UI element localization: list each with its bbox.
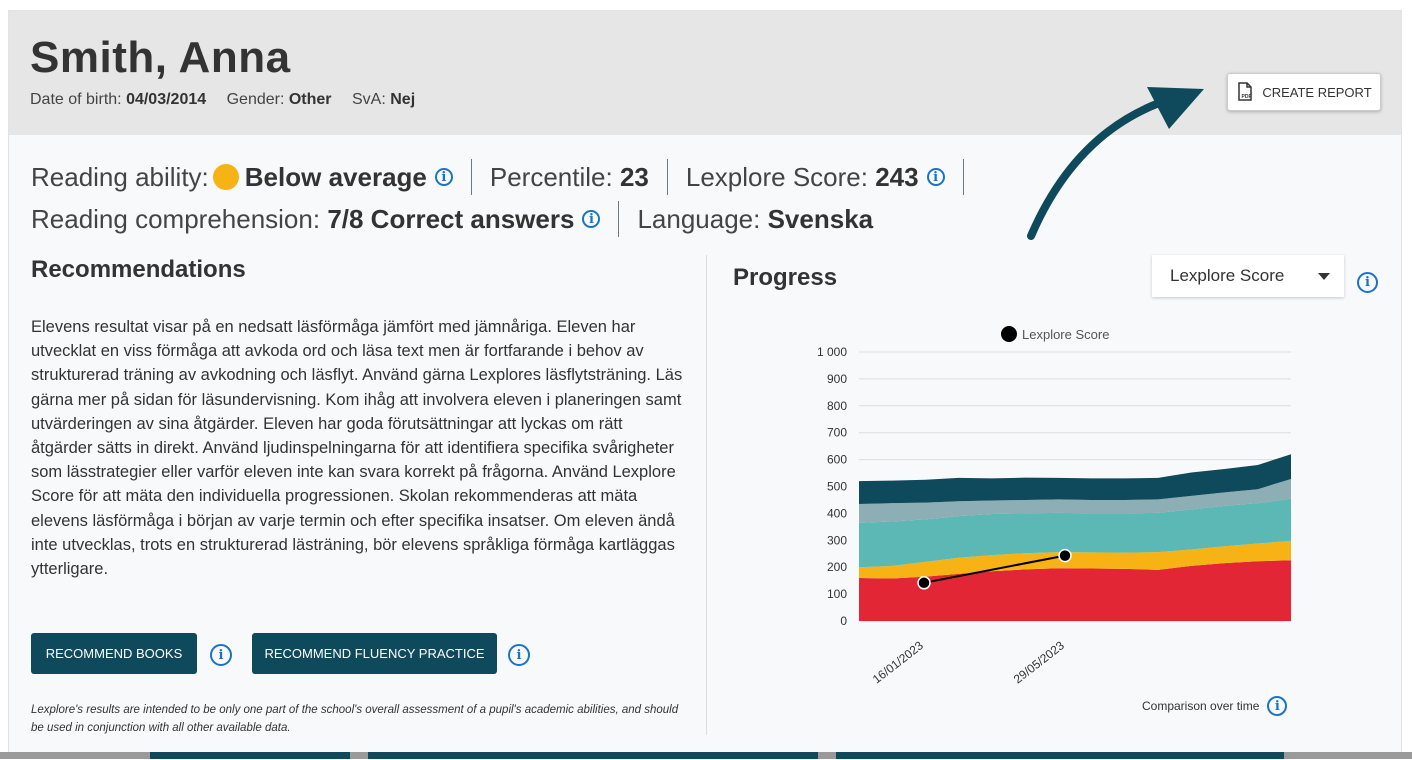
- recommend-fluency-info-icon[interactable]: i: [508, 644, 530, 666]
- reading-ability-info-icon[interactable]: i: [434, 168, 453, 186]
- data-point: [917, 576, 931, 590]
- reading-ability-value: Below average: [244, 161, 427, 192]
- caret-down-icon: [1318, 273, 1330, 280]
- area-band: [859, 478, 1291, 523]
- create-report-button[interactable]: PDF CREATE REPORT: [1227, 73, 1381, 111]
- create-report-label: CREATE REPORT: [1262, 84, 1372, 100]
- stats-row-1: Reading ability: Below average i Percent…: [31, 159, 982, 195]
- y-tick-label: 600: [827, 453, 847, 467]
- y-tick-label: 500: [827, 480, 847, 494]
- lexplore-score-label: Lexplore Score:: [685, 161, 868, 192]
- y-tick-label: 700: [827, 426, 847, 440]
- comparison-label: Comparison over time: [1142, 699, 1260, 713]
- reading-ability-dot: [212, 164, 239, 190]
- svg-text:PDF: PDF: [1242, 94, 1252, 100]
- data-point: [1058, 548, 1072, 563]
- percentile-value: 23: [619, 161, 649, 192]
- language-value: Svenska: [767, 203, 874, 234]
- student-meta: Date of birth: 04/03/2014 Gender: Other …: [30, 91, 415, 109]
- sva-value: Nej: [390, 91, 416, 108]
- y-tick-label: 0: [840, 614, 847, 628]
- dob-value: 04/03/2014: [126, 91, 207, 108]
- sva-label: SvA:: [351, 91, 386, 108]
- percentile-label: Percentile:: [489, 161, 613, 192]
- gender-label: Gender:: [226, 91, 285, 108]
- comparison-caption: Comparison over time i: [1142, 696, 1288, 716]
- gender-value: Other: [288, 91, 332, 108]
- y-tick-label: 800: [827, 399, 847, 413]
- x-tick-label: 16/01/2023: [870, 638, 926, 686]
- y-tick-label: 200: [827, 560, 847, 574]
- student-card: Smith, Anna Date of birth: 04/03/2014 Ge…: [8, 10, 1402, 759]
- comprehension-info-icon[interactable]: i: [582, 210, 601, 228]
- divider: [618, 201, 620, 237]
- recommendations-title: Recommendations: [31, 256, 246, 283]
- divider: [962, 159, 964, 195]
- y-tick-label: 100: [827, 587, 847, 601]
- area-band: [859, 454, 1291, 504]
- y-tick-label: 400: [827, 506, 847, 520]
- comprehension-label: Reading comprehension:: [31, 203, 321, 234]
- y-tick-label: 300: [827, 533, 847, 547]
- pdf-file-icon: PDF: [1238, 82, 1253, 101]
- arrow-annotation: [1027, 87, 1204, 240]
- metric-select[interactable]: Lexplore Score: [1152, 255, 1344, 297]
- disclaimer: Lexplore's results are intended to be on…: [31, 704, 679, 734]
- area-band: [859, 540, 1291, 579]
- recommend-fluency-button[interactable]: RECOMMEND FLUENCY PRACTICE: [252, 633, 497, 674]
- comparison-info-icon[interactable]: i: [1267, 696, 1288, 716]
- recommendations-text: Elevens resultat visar på en nedsatt läs…: [31, 318, 683, 579]
- reading-ability-label: Reading ability:: [31, 161, 209, 192]
- progress-info-icon[interactable]: i: [1357, 272, 1378, 293]
- legend-label: Lexplore Score: [1022, 327, 1109, 342]
- recommend-books-button[interactable]: RECOMMEND BOOKS: [31, 633, 197, 674]
- lexplore-score-info-icon[interactable]: i: [926, 168, 945, 186]
- y-tick-label: 1 000: [817, 345, 847, 359]
- legend-marker: [1001, 326, 1017, 342]
- divider: [470, 159, 472, 195]
- series-line: [923, 554, 1066, 584]
- comprehension-value: 7/8 Correct answers: [327, 203, 575, 234]
- lexplore-score-value: 243: [875, 161, 919, 192]
- student-name: Smith, Anna: [30, 33, 291, 82]
- area-band: [859, 560, 1291, 621]
- metric-select-value: Lexplore Score: [1170, 266, 1285, 285]
- x-tick-label: 29/05/2023: [1011, 638, 1067, 686]
- area-band: [859, 498, 1291, 568]
- dob-label: Date of birth:: [30, 91, 122, 108]
- divider: [666, 159, 668, 195]
- language-label: Language:: [637, 203, 761, 234]
- recommend-books-info-icon[interactable]: i: [210, 644, 232, 666]
- column-divider: [706, 255, 707, 735]
- student-header: Smith, Anna Date of birth: 04/03/2014 Ge…: [9, 11, 1401, 135]
- progress-title: Progress: [733, 264, 838, 291]
- stats-row-2: Reading comprehension: 7/8 Correct answe…: [31, 201, 873, 237]
- background-strip: [0, 752, 1412, 759]
- y-tick-label: 900: [827, 372, 847, 386]
